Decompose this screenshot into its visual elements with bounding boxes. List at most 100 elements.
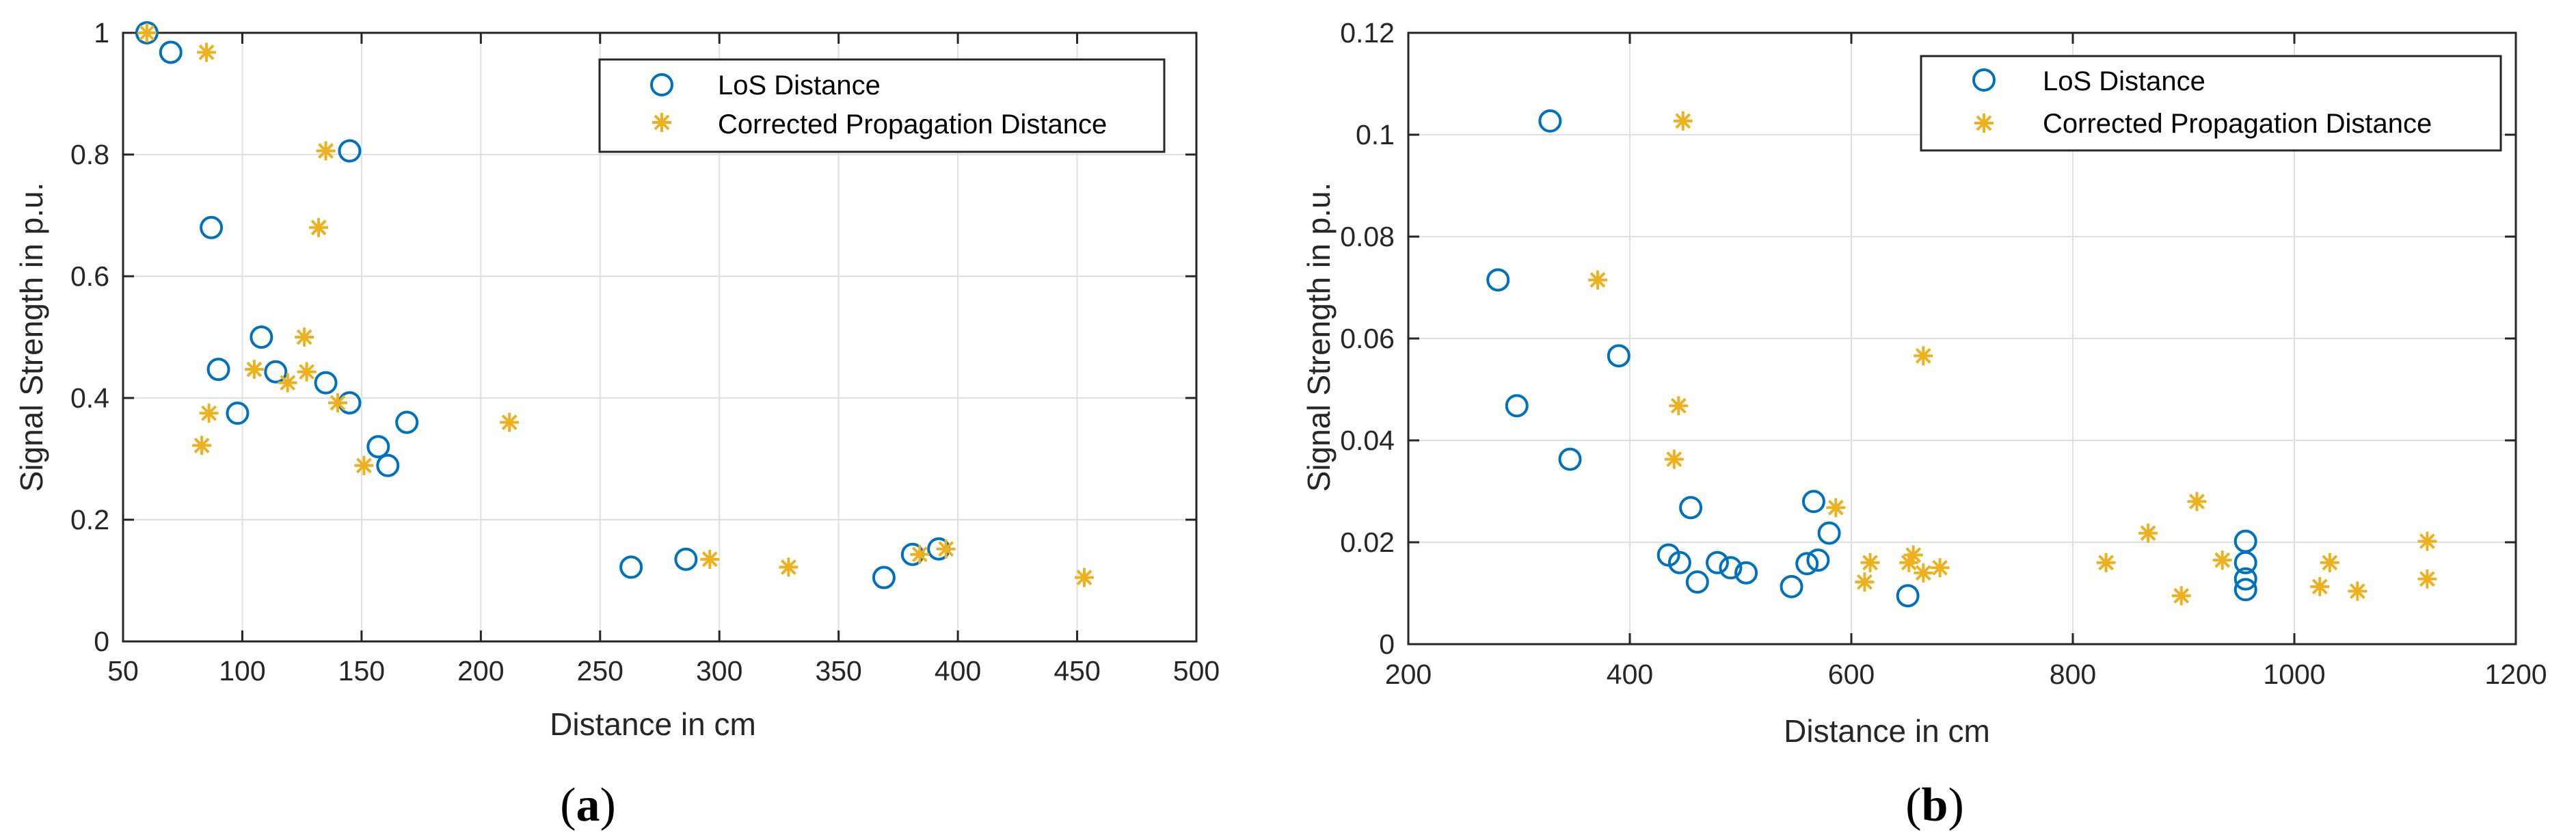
panel-b-x-tick-label: 800: [2050, 659, 2096, 690]
panel-a-point-los: [872, 566, 896, 589]
panel-b-y-tick-label: 0.02: [1340, 527, 1395, 558]
panel-b-legend-marker-los: [1972, 68, 1996, 92]
panel-b-x-tick-label: 200: [1385, 659, 1432, 690]
panel-a-point-los: [395, 410, 419, 434]
panel-b-point-los: [1486, 268, 1510, 292]
panel-a-point-los: [135, 21, 159, 44]
panel-a-legend-marker-los: [650, 73, 673, 96]
panel-b-y-tick-label: 0.12: [1340, 17, 1395, 49]
panel-b-point-corrected: [2320, 553, 2339, 572]
panel-b-point-los: [1667, 550, 1691, 574]
panel-a-legend-label-corrected: Corrected Propagation Distance: [718, 109, 1107, 140]
panel-a-point-los: [376, 453, 400, 477]
panel-a-point-corrected: [354, 455, 374, 475]
panel-b-point-corrected: [1588, 270, 1608, 290]
panel-b-point-corrected: [2096, 553, 2116, 572]
panel-b-y-axis-title: Signal Strength in p.u.: [1301, 183, 1337, 492]
panel-a-legend: LoS Distance Corrected Propagation Dista…: [598, 58, 1166, 153]
panel-b-y-tick-label: 0.04: [1340, 425, 1395, 456]
panel-b-point-corrected: [2417, 569, 2437, 589]
panel-a-point-los: [200, 215, 224, 239]
panel-b-point-los: [1795, 552, 1819, 576]
panel-b-x-tick-label: 1000: [2263, 659, 2325, 690]
panel-a-y-tick-label: 0.8: [70, 139, 109, 170]
panel-a-point-corrected: [700, 549, 720, 569]
panel-b-legend-label-corrected: Corrected Propagation Distance: [2043, 109, 2432, 139]
panel-a-point-corrected: [244, 360, 264, 380]
panel-a-point-corrected: [779, 557, 799, 577]
panel-a-point-los: [338, 139, 362, 163]
panel-b-label: (b): [1905, 779, 1964, 832]
panel-a-x-tick-label: 50: [107, 655, 139, 687]
panel-b-point-los: [1896, 584, 1920, 608]
panel-a: 0 0.2 0.4 0.6 0.8 1 50 100 150 200 250 300 350 400 45…: [14, 17, 1220, 832]
panel-b-y-tick-label: 0.1: [1356, 119, 1395, 150]
panel-a-point-corrected: [1075, 568, 1095, 587]
panel-a-y-tick-label: 0.2: [70, 504, 109, 535]
panel-a-x-tick-label: 100: [219, 655, 265, 687]
panel-b-point-los: [1538, 109, 1562, 133]
panel-a-x-tick-label: 400: [935, 655, 981, 687]
panel-b-x-tick-label: 600: [1828, 659, 1875, 690]
panel-a-point-corrected: [297, 362, 317, 382]
panel-a-point-corrected: [192, 436, 212, 455]
panel-b-point-corrected: [1673, 111, 1693, 131]
panel-a-point-los: [619, 555, 643, 579]
panel-a-x-tick-label: 450: [1054, 655, 1100, 687]
panel-b-x-tick-label: 400: [1607, 659, 1653, 690]
panel-a-y-tick-label: 0.4: [70, 382, 109, 414]
panel-a-axes-box: [122, 31, 1198, 643]
panel-a-x-tick-label: 150: [338, 655, 385, 687]
panel-b-point-corrected: [1930, 558, 1950, 578]
panel-a-x-tick-label: 500: [1173, 655, 1220, 687]
panel-a-y-tick-label: 0: [94, 626, 109, 657]
panel-a-point-corrected: [278, 373, 297, 393]
panel-a-x-tick-label: 250: [577, 655, 623, 687]
panel-b-point-corrected: [2171, 586, 2191, 606]
panel-a-point-corrected: [295, 328, 314, 347]
panel-b-legend-box: [1920, 55, 2502, 152]
panel-a-point-los: [206, 358, 230, 382]
panel-b-point-corrected: [2348, 581, 2367, 601]
panel-b-axes-box: [1407, 31, 2517, 646]
panel-a-plot-frame: [122, 31, 1198, 643]
panel-a-point-corrected: [500, 412, 520, 432]
panel-a-point-corrected: [328, 393, 347, 413]
panel-b-x-tick-labels: 200 400 600 800 1000 1200: [1385, 659, 2547, 690]
panel-b-y-tick-label: 0.06: [1340, 323, 1395, 354]
panel-b-point-corrected: [1826, 498, 1846, 518]
panel-b-point-corrected: [1899, 553, 1919, 572]
panel-a-label: (a): [560, 779, 616, 832]
panel-b-legend-marker-corrected: [1974, 114, 1994, 133]
panel-a-point-corrected: [936, 539, 956, 559]
panel-b-point-los: [1685, 570, 1709, 594]
panel-a-point-los: [159, 40, 183, 64]
panel-b-point-los: [1719, 556, 1743, 580]
panel-a-point-los: [226, 401, 250, 425]
panel-b-point-corrected: [1669, 396, 1689, 416]
panel-a-point-los: [314, 371, 338, 395]
panel-b-point-corrected: [1855, 572, 1875, 592]
panel-a-y-tick-label: 1: [94, 17, 109, 49]
panel-b-point-los: [1817, 521, 1841, 545]
panel-b-point-corrected: [2417, 531, 2437, 551]
panel-b-point-los: [1505, 394, 1529, 418]
panel-a-point-los: [366, 435, 390, 459]
panel-a-legend-label-los: LoS Distance: [718, 70, 881, 101]
panel-b-point-corrected: [2310, 576, 2330, 596]
panel-a-legend-box: [598, 58, 1166, 153]
panel-a-x-tick-label: 200: [457, 655, 504, 687]
panel-b-point-los: [1734, 561, 1758, 585]
panel-b-point-corrected: [1903, 545, 1923, 565]
panel-a-point-corrected: [316, 141, 336, 161]
panel-b-point-corrected: [1860, 553, 1880, 572]
panel-b-point-los: [1806, 548, 1830, 572]
panel-b-point-corrected: [2212, 550, 2232, 570]
panel-a-x-axis-title: Distance in cm: [550, 706, 756, 742]
panel-a-x-tick-label: 350: [815, 655, 861, 687]
panel-a-legend-marker-corrected: [652, 113, 671, 132]
panel-b-point-los: [1705, 550, 1729, 574]
panel-a-y-axis-title: Signal Strength in p.u.: [14, 183, 49, 492]
panel-b: 0 0.02 0.04 0.06 0.08 0.1 0.12 200 400 600 800 100…: [1301, 17, 2547, 832]
